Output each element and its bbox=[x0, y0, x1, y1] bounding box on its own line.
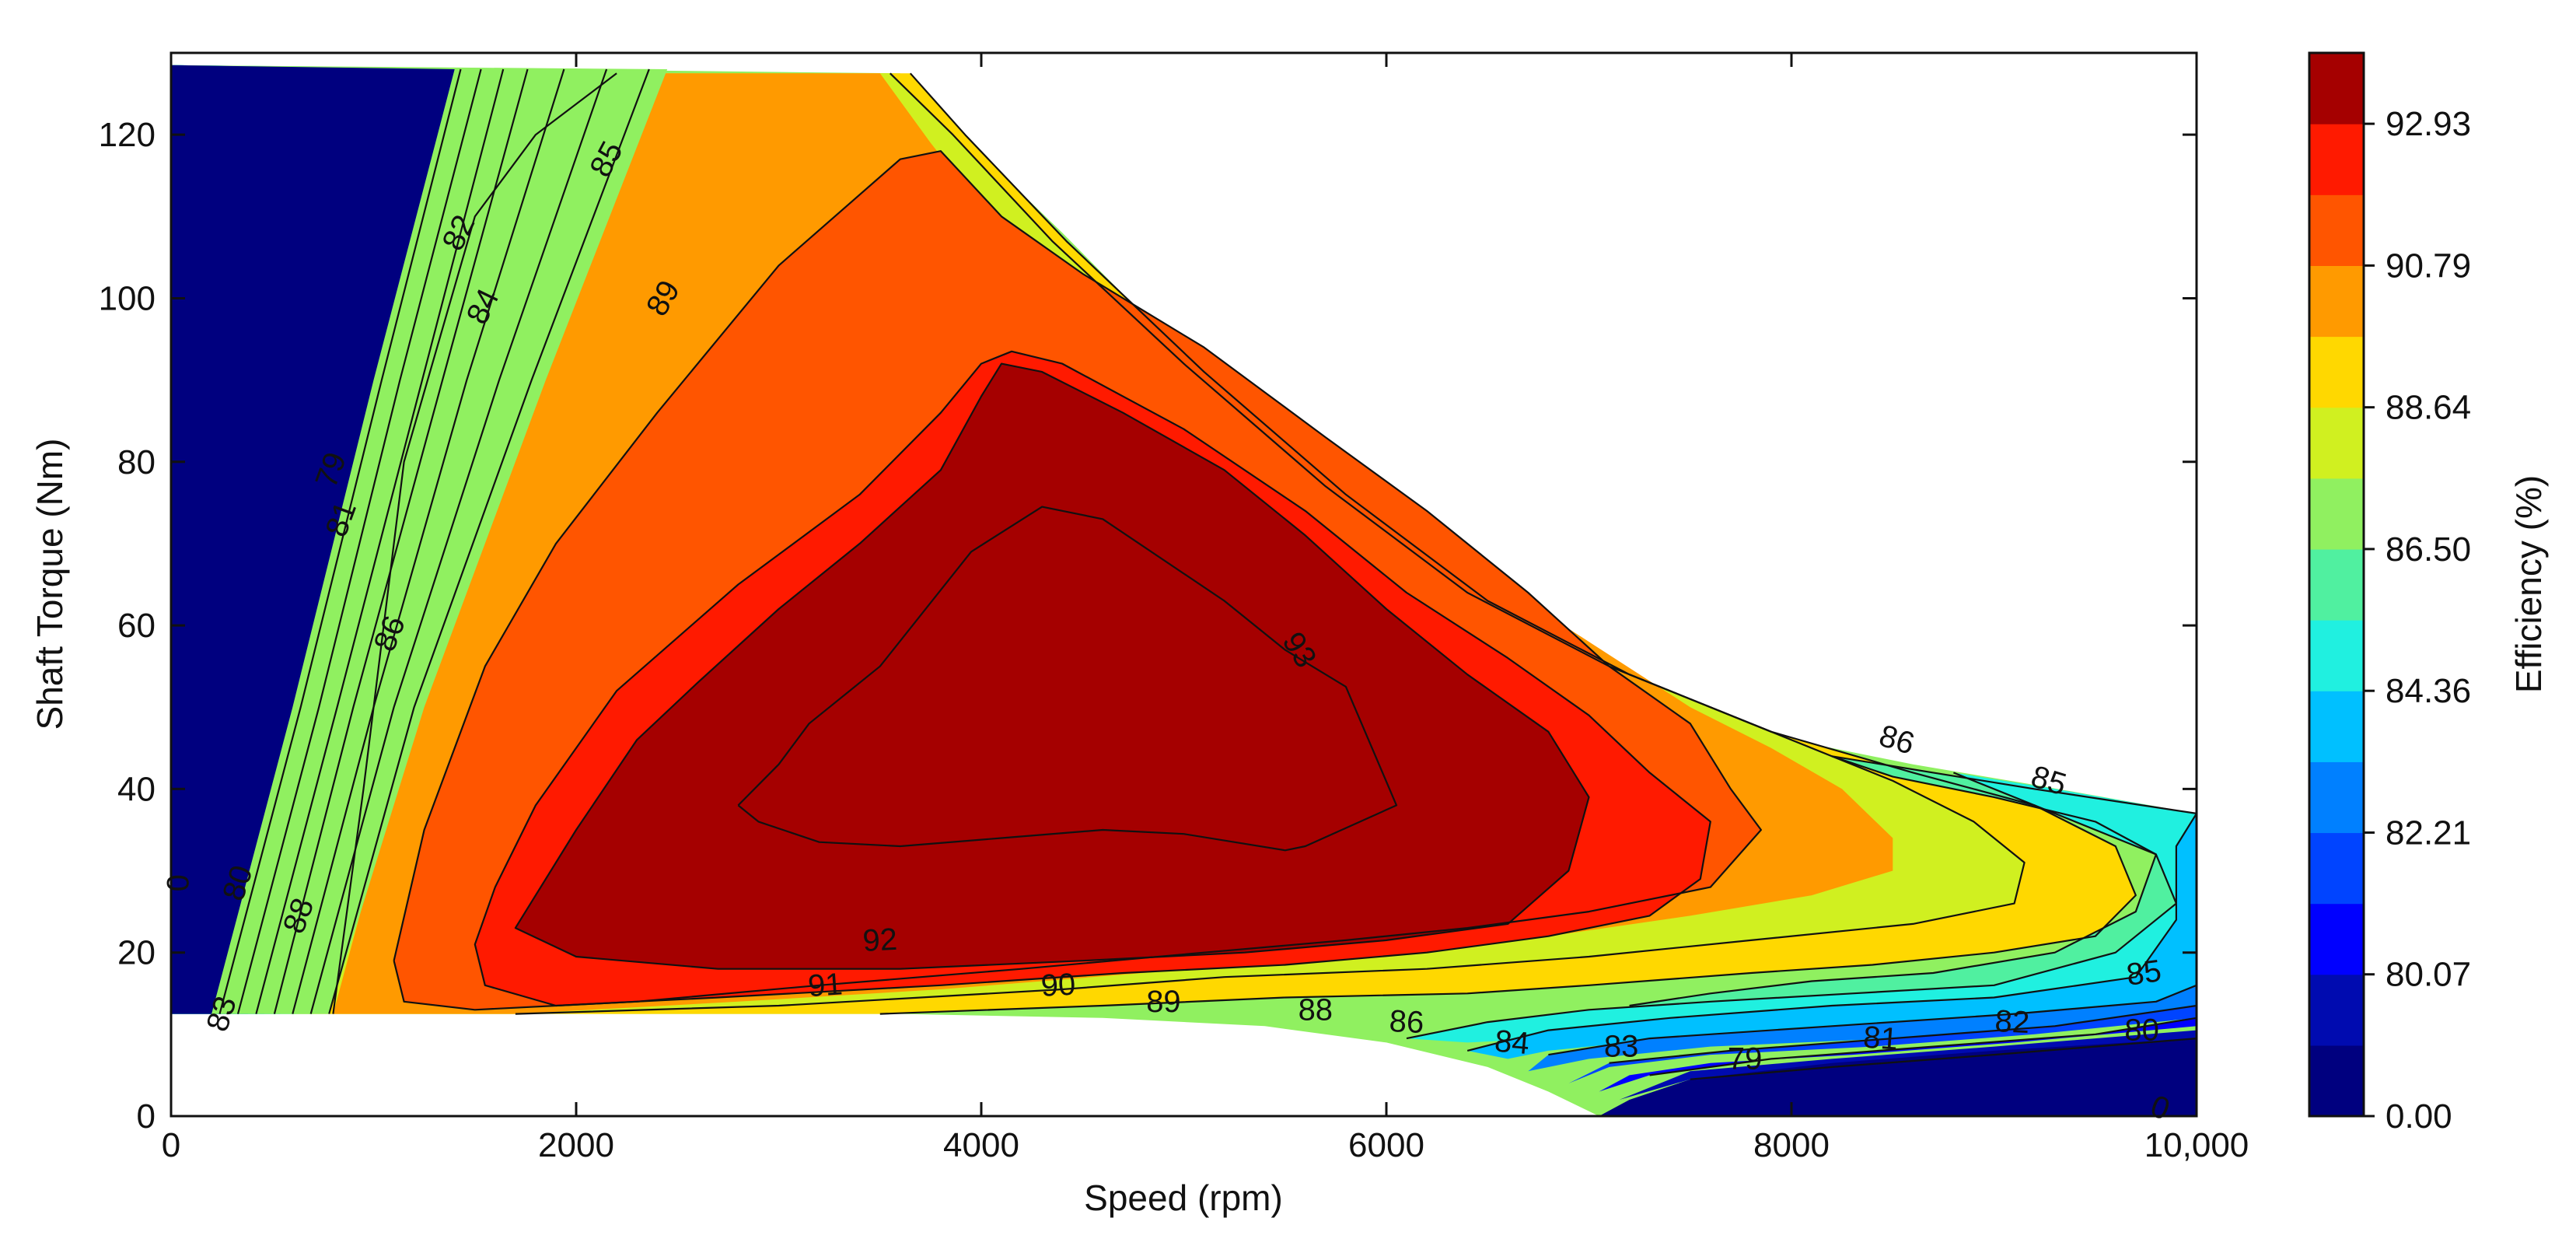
colorbar-band-10 bbox=[2309, 336, 2364, 408]
x-tick-label-2: 4000 bbox=[943, 1126, 1019, 1164]
contour-label-13: 90 bbox=[1040, 968, 1077, 1003]
y-tick-label-6: 120 bbox=[99, 116, 156, 154]
contour-label-21: 82 bbox=[1994, 1004, 2031, 1040]
colorbar: 0.00 80.07 82.21 84.36 86.50 88.64 90.79 92.93 bbox=[2308, 51, 2471, 1136]
colorbar-band-6 bbox=[2309, 620, 2364, 691]
x-tick-label-5: 10,000 bbox=[2144, 1126, 2249, 1164]
contour-label-17: 84 bbox=[1493, 1024, 1530, 1062]
contour-label-18: 83 bbox=[1604, 1030, 1639, 1064]
colorbar-tick-label-6: 90.79 bbox=[2386, 247, 2471, 285]
contour-label-12: 91 bbox=[807, 967, 844, 1003]
contour-line-15 bbox=[1629, 755, 2157, 1007]
x-axis-title: Speed (rpm) bbox=[1084, 1178, 1283, 1218]
y-axis-title: Shaft Torque (Nm) bbox=[30, 439, 70, 730]
contour-line-4 bbox=[292, 68, 565, 1014]
contour-line-17 bbox=[1466, 813, 2197, 1052]
y-tick-label-3: 60 bbox=[117, 607, 156, 645]
region-band-81 bbox=[1568, 1006, 2197, 1083]
y-axis-ticks: 0 20 40 60 80 100 120 bbox=[99, 116, 2197, 1136]
contour-label-15: 88 bbox=[1298, 992, 1333, 1027]
contour-line-18 bbox=[1548, 984, 2197, 1056]
x-axis-ticks: 0 2000 4000 6000 8000 10,000 bbox=[162, 53, 2249, 1164]
contour-line-10 bbox=[737, 506, 1398, 852]
contour-line-20 bbox=[1649, 1017, 2197, 1076]
contour-line-8 bbox=[474, 350, 1711, 1007]
colorbar-band-3 bbox=[2309, 832, 2364, 905]
x-tick-label-4: 8000 bbox=[1753, 1126, 1830, 1164]
colorbar-band-11 bbox=[2309, 265, 2364, 338]
contour-line-2 bbox=[255, 68, 505, 1014]
contour-line-13 bbox=[879, 72, 2137, 1015]
contour-line-21 bbox=[1690, 1038, 2197, 1080]
y-tick-label-1: 20 bbox=[117, 934, 156, 972]
colorbar-band-2 bbox=[2309, 903, 2364, 975]
x-tick-label-1: 2000 bbox=[538, 1126, 614, 1164]
colorbar-frame bbox=[2308, 51, 2365, 1118]
contour-line-6 bbox=[328, 68, 650, 1014]
colorbar-title: Efficiency (%) bbox=[2508, 475, 2549, 693]
region-band-82 bbox=[1528, 985, 2197, 1072]
x-tick-label-3: 6000 bbox=[1348, 1126, 1424, 1164]
contour-line-layer bbox=[218, 68, 2197, 1080]
y-tick-label-5: 100 bbox=[99, 279, 156, 317]
colorbar-band-1 bbox=[2309, 974, 2364, 1046]
colorbar-tick-label-3: 84.36 bbox=[2386, 672, 2471, 710]
region-band-83 bbox=[1467, 813, 2197, 1059]
colorbar-band-8 bbox=[2309, 478, 2364, 550]
contour-line-5 bbox=[309, 68, 608, 1014]
contour-label-16: 86 bbox=[1389, 1004, 1425, 1040]
contour-label-26: 0 bbox=[160, 874, 194, 891]
y-tick-label-0: 0 bbox=[137, 1097, 156, 1136]
contour-line-12 bbox=[515, 72, 2025, 1015]
y-tick-label-4: 80 bbox=[117, 443, 156, 481]
contour-line-19 bbox=[1609, 1004, 2197, 1064]
colorbar-tick-label-2: 82.21 bbox=[2386, 814, 2471, 852]
colorbar-band-0 bbox=[2309, 1045, 2364, 1117]
x-tick-label-0: 0 bbox=[162, 1126, 180, 1164]
colorbar-band-14 bbox=[2309, 53, 2364, 124]
contour-line-9 bbox=[514, 362, 1590, 970]
region-peak bbox=[738, 506, 1396, 851]
contour-line-3 bbox=[273, 68, 529, 1014]
contour-fill-layer bbox=[171, 53, 2197, 1116]
contour-line-16 bbox=[1406, 772, 2177, 1040]
contour-label-11: 92 bbox=[862, 922, 898, 958]
plot-frame bbox=[170, 51, 2198, 1118]
colorbar-band-5 bbox=[2309, 691, 2364, 762]
colorbar-band-7 bbox=[2309, 548, 2364, 621]
contour-label-20: 81 bbox=[1862, 1020, 1899, 1057]
colorbar-band-13 bbox=[2309, 124, 2364, 195]
contour-line-0 bbox=[218, 68, 462, 1014]
contour-label-14: 89 bbox=[1146, 985, 1181, 1019]
region-low-right bbox=[1599, 1038, 2197, 1116]
contour-line-11 bbox=[332, 72, 617, 1014]
colorbar-tick-label-1: 80.07 bbox=[2386, 956, 2471, 994]
colorbar-tick-label-7: 92.93 bbox=[2386, 105, 2471, 143]
contour-label-23: 85 bbox=[2124, 954, 2163, 992]
colorbar-band-4 bbox=[2309, 761, 2364, 834]
contour-line-14 bbox=[1831, 755, 2197, 814]
region-low-left-dark bbox=[171, 65, 455, 1014]
colorbar-tick-label-0: 0.00 bbox=[2386, 1097, 2452, 1136]
contour-label-19: 79 bbox=[1728, 1041, 1763, 1076]
colorbar-tick-label-5: 88.64 bbox=[2386, 389, 2471, 427]
contour-line-1 bbox=[236, 68, 482, 1014]
colorbar-band-9 bbox=[2309, 407, 2364, 479]
colorbar-band-12 bbox=[2309, 194, 2364, 266]
colorbar-tick-label-4: 86.50 bbox=[2386, 530, 2471, 569]
y-tick-label-2: 40 bbox=[117, 770, 156, 808]
contour-label-22: 80 bbox=[2124, 1013, 2159, 1048]
